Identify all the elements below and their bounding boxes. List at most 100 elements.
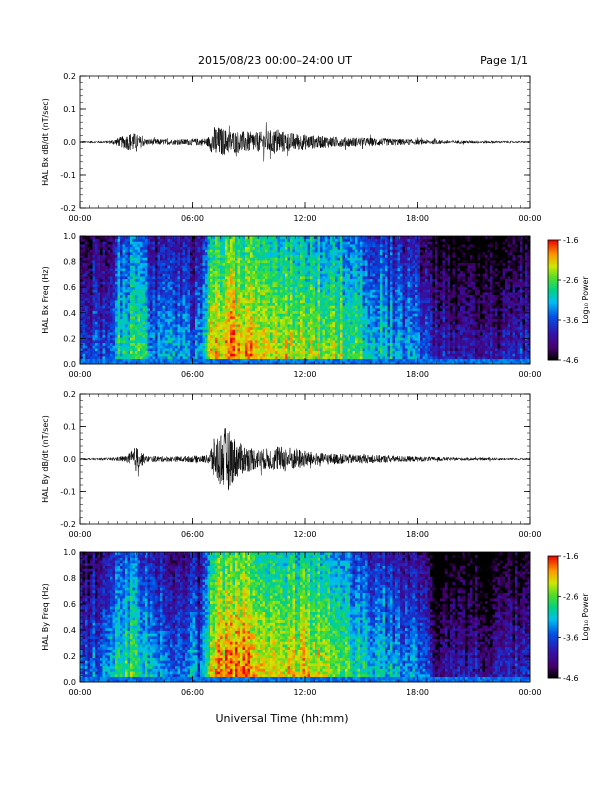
spectrogram-cell xyxy=(110,289,113,293)
spectrogram-cell xyxy=(112,244,116,248)
spectrogram-cell xyxy=(282,241,286,245)
spectrogram-cell xyxy=(160,252,163,256)
spectrogram-cell xyxy=(202,273,206,277)
spectrogram-cell xyxy=(327,318,331,322)
spectrogram-cell xyxy=(192,302,196,306)
spectrogram-cell xyxy=(157,356,161,360)
spectrogram-cell xyxy=(187,257,191,261)
spectrogram-cell xyxy=(100,289,103,293)
spectrogram-cell xyxy=(310,310,313,314)
spectrogram-cell xyxy=(317,356,321,360)
spectrogram-cell xyxy=(87,324,91,328)
spectrogram-cell xyxy=(327,332,331,336)
spectrogram-cell xyxy=(327,270,331,274)
spectrogram-cell xyxy=(240,297,243,301)
spectrogram-cell xyxy=(282,329,286,333)
spectrogram-cell xyxy=(192,310,196,314)
spectrogram-cell xyxy=(117,273,121,277)
spectrogram-cell xyxy=(320,252,323,256)
spectrogram-cell xyxy=(310,260,313,264)
spectrogram-cell xyxy=(302,308,306,312)
spectrogram-cell xyxy=(122,289,126,293)
spectrogram-cell xyxy=(307,310,311,314)
spectrogram-cell xyxy=(230,308,233,312)
spectrogram-cell xyxy=(280,316,283,320)
spectrogram-cell xyxy=(97,254,101,258)
spectrogram-cell xyxy=(192,358,196,362)
spectrogram-cell xyxy=(200,340,203,344)
spectrogram-cell xyxy=(285,265,288,269)
spectrogram-cell xyxy=(137,289,141,293)
spectrogram-cell xyxy=(327,249,331,253)
spectrogram-cell xyxy=(152,281,156,285)
spectrogram-cell xyxy=(220,252,223,256)
spectrogram-cell xyxy=(145,356,148,360)
spectrogram-cell xyxy=(205,326,208,330)
spectrogram-cell xyxy=(107,292,111,296)
spectrogram-cell xyxy=(147,249,151,253)
spectrogram-cell xyxy=(210,345,213,349)
spectrogram-cell xyxy=(287,268,291,272)
spectrogram-cell xyxy=(320,334,323,338)
spectrogram-cell xyxy=(82,297,86,301)
spectrogram-cell xyxy=(222,292,226,296)
spectrogram-cell xyxy=(227,249,231,253)
spectrogram-cell xyxy=(125,361,128,365)
spectrogram-cell xyxy=(275,294,278,298)
spectrogram-cell xyxy=(162,337,166,341)
spectrogram-cell xyxy=(330,356,333,360)
spectrogram-cell xyxy=(227,292,231,296)
spectrogram-cell xyxy=(230,297,233,301)
spectrogram-cell xyxy=(327,276,331,280)
spectrogram-cell xyxy=(162,350,166,354)
spectrogram-cell xyxy=(190,252,193,256)
spectrogram-cell xyxy=(292,310,296,314)
spectrogram-cell xyxy=(142,273,146,277)
spectrogram-cell xyxy=(220,329,223,333)
spectrogram-cell xyxy=(215,329,218,333)
spectrogram-cell xyxy=(172,294,176,298)
spectrogram-cell xyxy=(82,284,86,288)
spectrogram-cell xyxy=(90,326,93,330)
spectrogram-cell xyxy=(282,238,286,242)
spectrogram-cell xyxy=(150,257,153,261)
spectrogram-cell xyxy=(292,305,296,309)
spectrogram-cell xyxy=(197,270,201,274)
spectrogram-cell xyxy=(115,260,118,264)
spectrogram-cell xyxy=(150,273,153,277)
spectrogram-cell xyxy=(280,358,283,362)
spectrogram-cell xyxy=(122,350,126,354)
spectrogram-cell xyxy=(142,297,146,301)
spectrogram-cell xyxy=(225,289,228,293)
spectrogram-cell xyxy=(160,345,163,349)
spectrogram-cell xyxy=(317,337,321,341)
spectrogram-cell xyxy=(92,361,96,365)
spectrogram-cell xyxy=(272,284,276,288)
spectrogram-cell xyxy=(170,337,173,341)
spectrogram-cell xyxy=(285,249,288,253)
spectrogram-cell xyxy=(260,358,263,362)
spectrogram-cell xyxy=(110,345,113,349)
spectrogram-cell xyxy=(97,342,101,346)
spectrogram-cell xyxy=(185,358,188,362)
spectrogram-cell xyxy=(197,324,201,328)
spectrogram-cell xyxy=(192,265,196,269)
spectrogram-cell xyxy=(177,324,181,328)
spectrogram-cell xyxy=(257,270,261,274)
spectrogram-cell xyxy=(260,302,263,306)
spectrogram-cell xyxy=(277,254,281,258)
spectrogram-cell xyxy=(262,292,266,296)
spectrogram-cell xyxy=(302,238,306,242)
spectrogram-cell xyxy=(212,308,216,312)
spectrogram-cell xyxy=(227,262,231,266)
spectrogram-cell xyxy=(155,262,158,266)
spectrogram-cell xyxy=(147,342,151,346)
spectrogram-cell xyxy=(210,321,213,325)
spectrogram-cell xyxy=(112,326,116,330)
spectrogram-cell xyxy=(242,316,246,320)
spectrogram-cell xyxy=(280,289,283,293)
spectrogram-cell xyxy=(147,337,151,341)
spectrogram-cell xyxy=(212,286,216,290)
spectrogram-cell xyxy=(277,249,281,253)
spectrogram-cell xyxy=(112,297,116,301)
